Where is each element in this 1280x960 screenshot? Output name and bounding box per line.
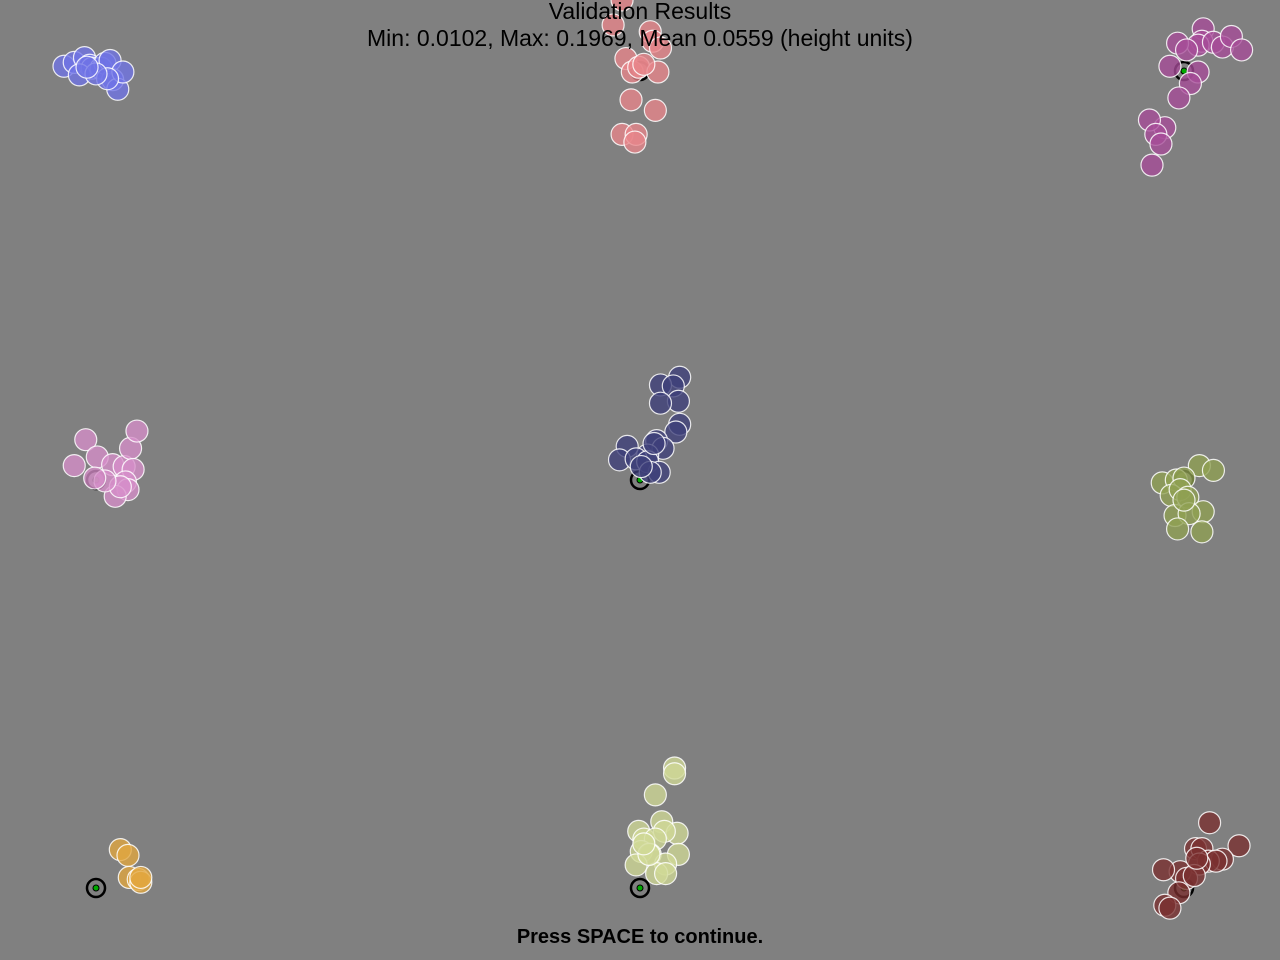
gaze-sample [1151, 858, 1176, 882]
continue-instruction: Press SPACE to continue. [516, 926, 764, 948]
target-ring [629, 877, 651, 899]
gaze-sample [1185, 846, 1209, 870]
target-group-top-left [52, 45, 135, 101]
gaze-sample [653, 861, 678, 886]
gaze-sample [1158, 896, 1182, 920]
gaze-sample [1158, 54, 1182, 78]
results-title: Validation Results [548, 0, 732, 24]
gaze-sample [642, 431, 666, 456]
gaze-sample [1140, 153, 1164, 177]
gaze-sample [74, 428, 98, 452]
gaze-sample [643, 98, 667, 123]
gaze-sample [1167, 86, 1191, 110]
gaze-sample [62, 454, 86, 478]
gaze-sample [632, 52, 656, 76]
gaze-sample [116, 843, 140, 867]
gaze-sample [619, 88, 643, 112]
gaze-sample [75, 55, 99, 79]
target-group-top-center [601, 0, 673, 154]
target-group-center [607, 365, 692, 491]
gaze-sample [1174, 38, 1199, 62]
target-group-mid-right [1150, 454, 1226, 544]
gaze-sample [1190, 520, 1214, 544]
gaze-sample [83, 466, 107, 490]
gaze-sample [643, 783, 667, 807]
gaze-sample [648, 391, 673, 415]
target-group-mid-left [62, 419, 149, 508]
target-ring [85, 877, 107, 899]
target-group-bottom-left [85, 837, 153, 899]
gaze-sample [662, 762, 687, 786]
gaze-sample [1165, 517, 1190, 541]
gaze-sample [629, 454, 653, 479]
target-center [636, 884, 644, 892]
gaze-sample [1149, 132, 1173, 156]
gaze-sample [664, 420, 688, 444]
gaze-sample [1197, 811, 1222, 835]
gaze-sample [1172, 488, 1196, 512]
gaze-sample [129, 865, 153, 890]
gaze-sample [623, 130, 647, 154]
gaze-sample [1229, 38, 1254, 62]
target-group-bottom-right [1151, 811, 1251, 920]
target-center [92, 884, 100, 892]
gaze-sample [1201, 458, 1226, 482]
target-group-bottom-center [624, 756, 691, 899]
results-stats: Min: 0.0102, Max: 0.1969, Mean 0.0559 (h… [367, 25, 913, 51]
gaze-sample [1227, 834, 1251, 858]
gaze-sample [125, 419, 149, 443]
gaze-sample [632, 832, 656, 856]
gaze-sample [648, 36, 673, 60]
gaze-sample [610, 0, 634, 12]
target-group-top-right [1137, 17, 1254, 177]
gaze-sample [601, 13, 625, 37]
